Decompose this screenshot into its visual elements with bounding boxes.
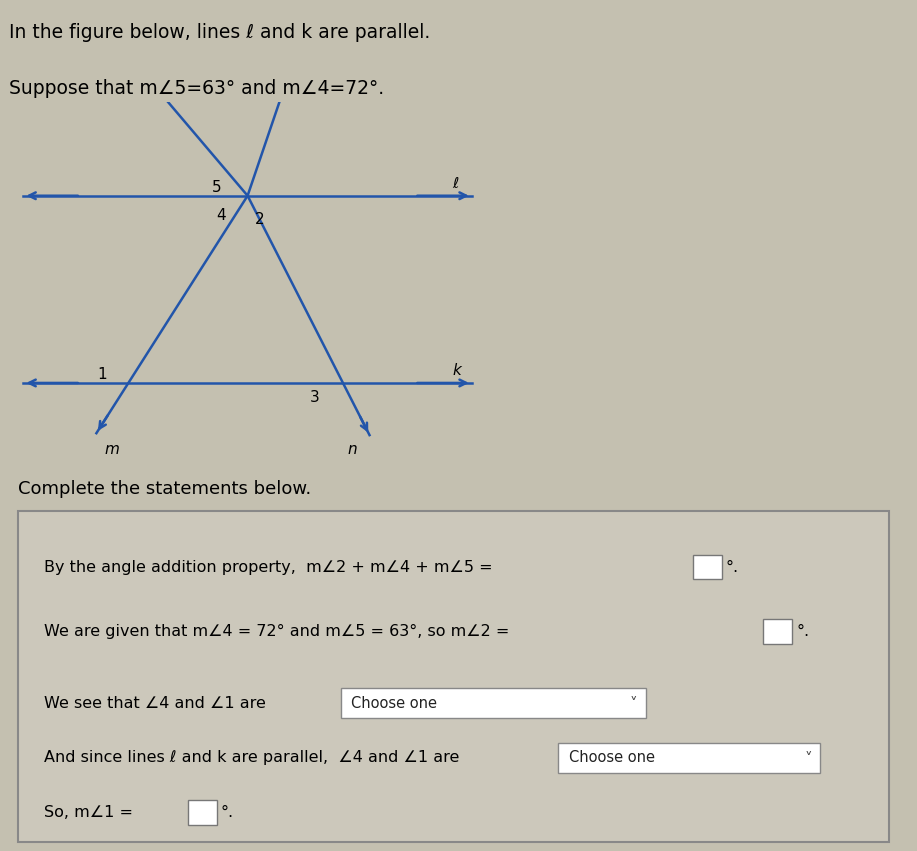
Text: m: m bbox=[105, 442, 119, 457]
Text: k: k bbox=[453, 363, 461, 379]
Text: Choose one: Choose one bbox=[569, 751, 655, 765]
Text: By the angle addition property,  m∠2 + m∠4 + m∠5 =: By the angle addition property, m∠2 + m∠… bbox=[44, 559, 493, 574]
Text: °.: °. bbox=[220, 805, 234, 820]
Text: ℓ: ℓ bbox=[453, 176, 458, 191]
Text: 2: 2 bbox=[255, 212, 264, 227]
Text: We are given that m∠4 = 72° and m∠5 = 63°, so m∠2 =: We are given that m∠4 = 72° and m∠5 = 63… bbox=[44, 625, 510, 639]
Text: 4: 4 bbox=[216, 208, 226, 223]
Text: We see that ∠4 and ∠1 are: We see that ∠4 and ∠1 are bbox=[44, 695, 266, 711]
Text: ˅: ˅ bbox=[630, 697, 637, 712]
FancyBboxPatch shape bbox=[558, 743, 820, 773]
Text: 1: 1 bbox=[97, 367, 107, 382]
Text: And since lines ℓ and k are parallel,  ∠4 and ∠1 are: And since lines ℓ and k are parallel, ∠4… bbox=[44, 751, 459, 765]
Text: So, m∠1 =: So, m∠1 = bbox=[44, 805, 134, 820]
Bar bbox=[763, 620, 792, 644]
Text: ˅: ˅ bbox=[804, 752, 812, 767]
Text: 3: 3 bbox=[310, 390, 319, 405]
Text: Suppose that m∠5=63° and m∠4=72°.: Suppose that m∠5=63° and m∠4=72°. bbox=[9, 79, 384, 98]
Bar bbox=[693, 555, 723, 580]
FancyBboxPatch shape bbox=[18, 511, 889, 842]
Bar bbox=[188, 800, 217, 825]
Text: °.: °. bbox=[725, 559, 739, 574]
Text: Complete the statements below.: Complete the statements below. bbox=[18, 480, 312, 499]
FancyBboxPatch shape bbox=[340, 688, 646, 718]
Text: °.: °. bbox=[796, 625, 810, 639]
Text: In the figure below, lines ℓ and k are parallel.: In the figure below, lines ℓ and k are p… bbox=[9, 23, 430, 42]
Text: Choose one: Choose one bbox=[351, 695, 437, 711]
Text: n: n bbox=[348, 442, 358, 457]
Text: 5: 5 bbox=[212, 180, 221, 195]
